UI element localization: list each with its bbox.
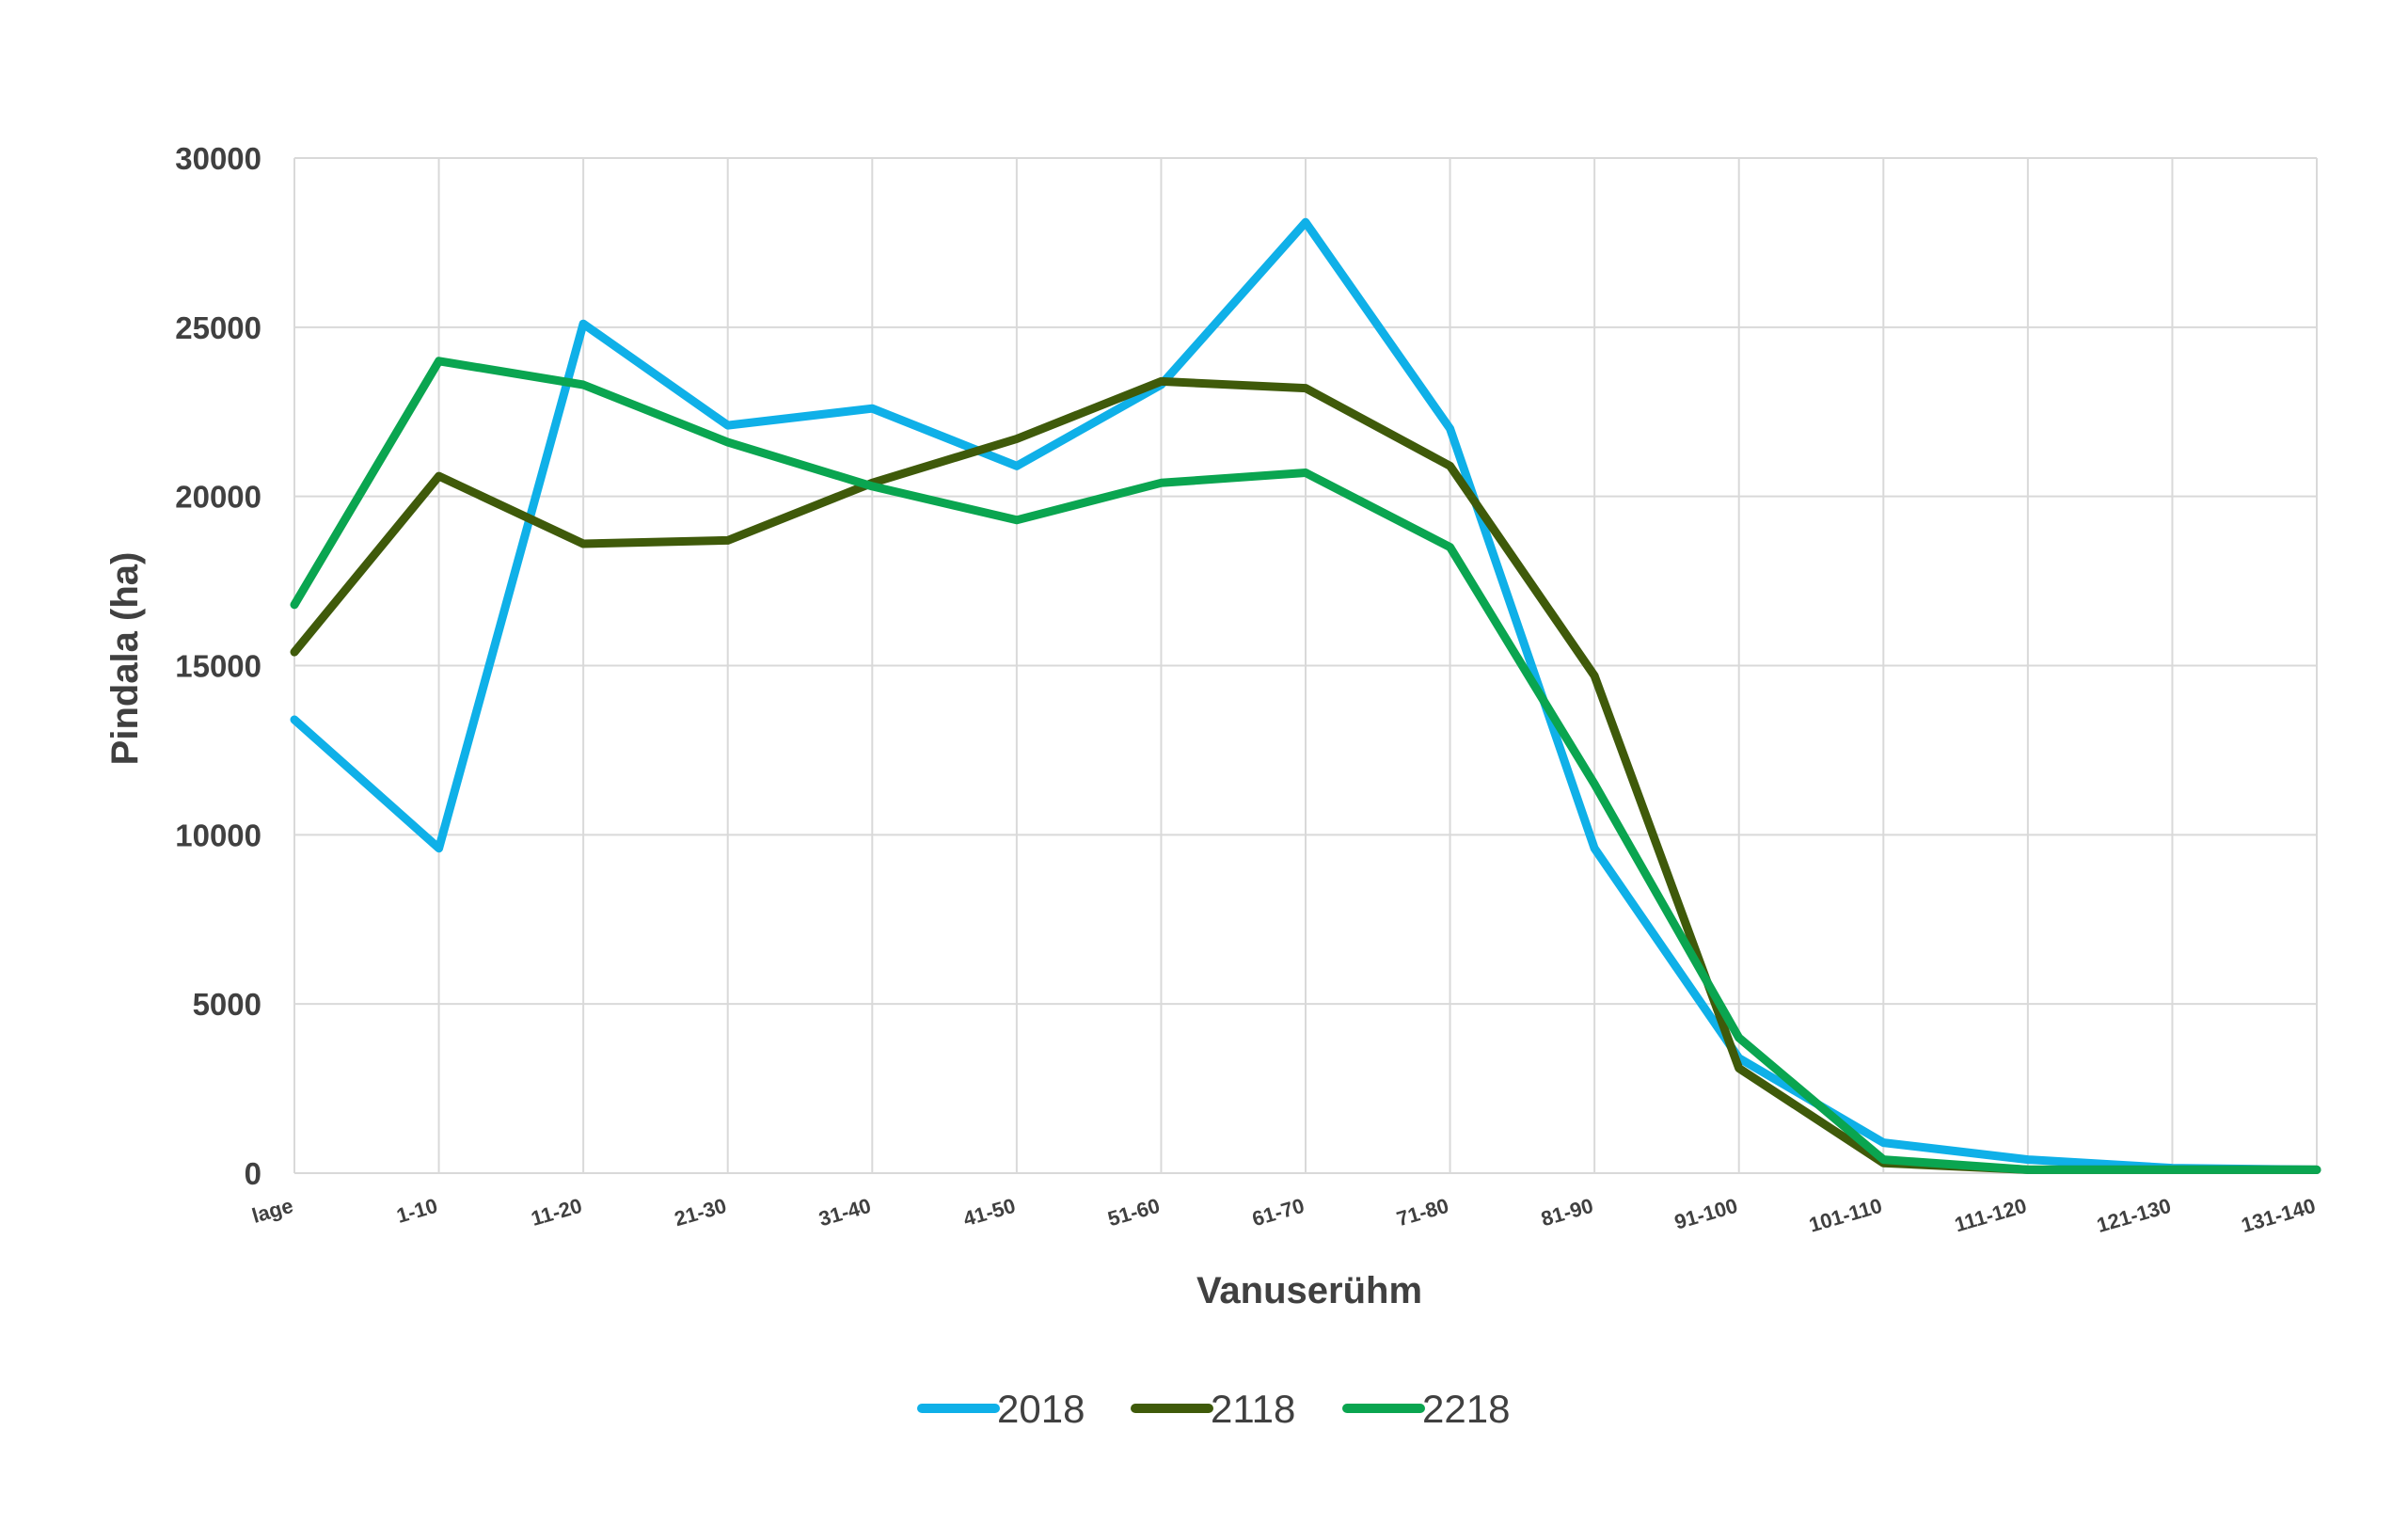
legend-label: 2218 (1422, 1387, 1510, 1431)
x-tick-label: 11-20 (529, 1194, 585, 1231)
y-tick-label: 20000 (175, 480, 261, 515)
x-tick-label: 1-10 (394, 1194, 440, 1228)
x-tick-label: 51-60 (1105, 1194, 1163, 1231)
legend-item-2018: 2018 (917, 1387, 1085, 1431)
x-axis-ticks: lage 1-10 11-20 21-30 31-40 41-50 51-60 61-70 71… (249, 1194, 2318, 1237)
series-line-2218 (290, 357, 2321, 1174)
x-tick-label: 121-130 (2094, 1194, 2174, 1237)
x-tick-label: 21-30 (672, 1194, 729, 1231)
x-tick-label: 111-120 (1952, 1194, 2029, 1237)
x-tick-label: 41-50 (960, 1194, 1018, 1231)
x-tick-label: 91-100 (1671, 1194, 1740, 1234)
x-tick-label: 61-70 (1249, 1194, 1307, 1231)
y-tick-label: 15000 (175, 649, 261, 684)
x-tick-label: 31-40 (816, 1194, 874, 1231)
x-tick-label: 101-110 (1806, 1194, 1884, 1237)
y-tick-label: 5000 (193, 987, 261, 1022)
grid (293, 157, 2318, 1174)
legend: 2018 2118 2218 (917, 1387, 1510, 1431)
legend-item-2218: 2218 (1342, 1387, 1510, 1431)
x-tick-label: lage (249, 1194, 295, 1228)
y-axis-title: Pindala (ha) (104, 552, 146, 766)
series-lines (290, 217, 2321, 1174)
legend-label: 2118 (1211, 1387, 1295, 1431)
y-tick-label: 0 (245, 1156, 261, 1191)
y-axis-ticks: 0 5000 10000 15000 20000 25000 30000 (175, 141, 261, 1191)
x-tick-label: 71-80 (1394, 1194, 1451, 1231)
series-line-2018 (290, 217, 2321, 1174)
y-tick-label: 30000 (175, 141, 261, 176)
x-axis-title: Vanuserühm (1196, 1270, 1422, 1311)
x-tick-label: 81-90 (1539, 1194, 1596, 1231)
y-tick-label: 10000 (175, 818, 261, 852)
legend-item-2118: 2118 (1131, 1387, 1295, 1431)
x-tick-label: 131-140 (2239, 1194, 2319, 1237)
y-tick-label: 25000 (175, 310, 261, 345)
legend-label: 2018 (997, 1387, 1085, 1431)
